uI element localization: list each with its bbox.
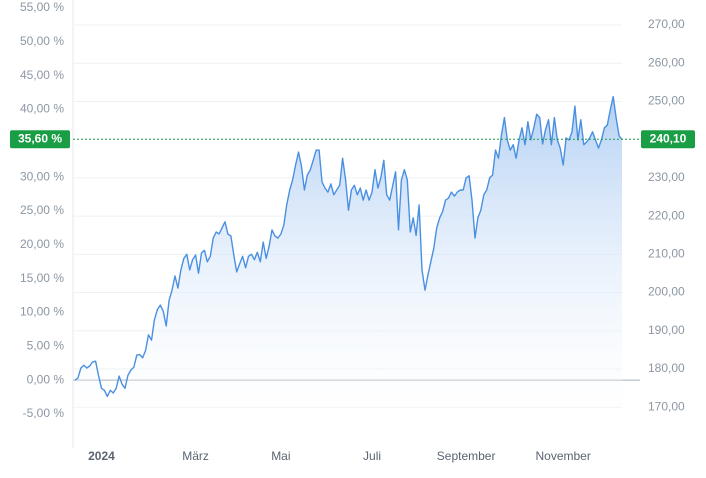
line [74, 95, 623, 398]
y-tick-label: 55,00 % [20, 0, 64, 14]
plot [73, 95, 640, 420]
y-tick-label: 25,00 % [20, 203, 64, 217]
y2-tick-label: 230,00 [648, 170, 685, 184]
x-tick-label: Juli [363, 449, 381, 463]
current-tag-y2 [641, 130, 695, 149]
y2-tick-label: 190,00 [648, 323, 685, 337]
y2-tick-label: 170,00 [648, 399, 685, 413]
x-tick-label: September [437, 449, 496, 463]
y-tick-label: 45,00 % [20, 68, 64, 82]
x-tick-label: März [182, 449, 209, 463]
labels: 170,00 180,00 190,00 200,00 210,00 220,00 230,… [10, 0, 695, 463]
y-tick-label: -5,00 % [23, 406, 65, 420]
y2-tick-label: 180,00 [648, 361, 685, 375]
y-tick-label: 40,00 % [20, 102, 64, 116]
y2-tick-label: 220,00 [648, 208, 685, 222]
area [75, 96, 622, 420]
current-tag [10, 130, 70, 149]
y2-tick-label: 260,00 [648, 55, 685, 69]
y2-tick-label: 270,00 [648, 17, 685, 31]
y-tick-label: 20,00 % [20, 237, 64, 251]
y-tick-label: 50,00 % [20, 34, 64, 48]
y2-tick-label: 200,00 [648, 285, 685, 299]
current-label-y2: 240,10 [650, 131, 687, 145]
y-tick-label: 15,00 % [20, 271, 64, 285]
y-tick-label: 0,00 % [27, 372, 65, 386]
y-tick-label: 30,00 % [20, 169, 64, 183]
y2-tick-label: 250,00 [648, 94, 685, 108]
x-tick-label: November [536, 449, 591, 463]
x-tick-label: 2024 [88, 449, 115, 463]
y2-tick-label: 210,00 [648, 247, 685, 261]
y-tick-label: 10,00 % [20, 305, 64, 319]
x-tick-label: Mai [271, 449, 290, 463]
y-tick-label: 5,00 % [27, 339, 65, 353]
current-label: 35,60 % [18, 131, 62, 145]
